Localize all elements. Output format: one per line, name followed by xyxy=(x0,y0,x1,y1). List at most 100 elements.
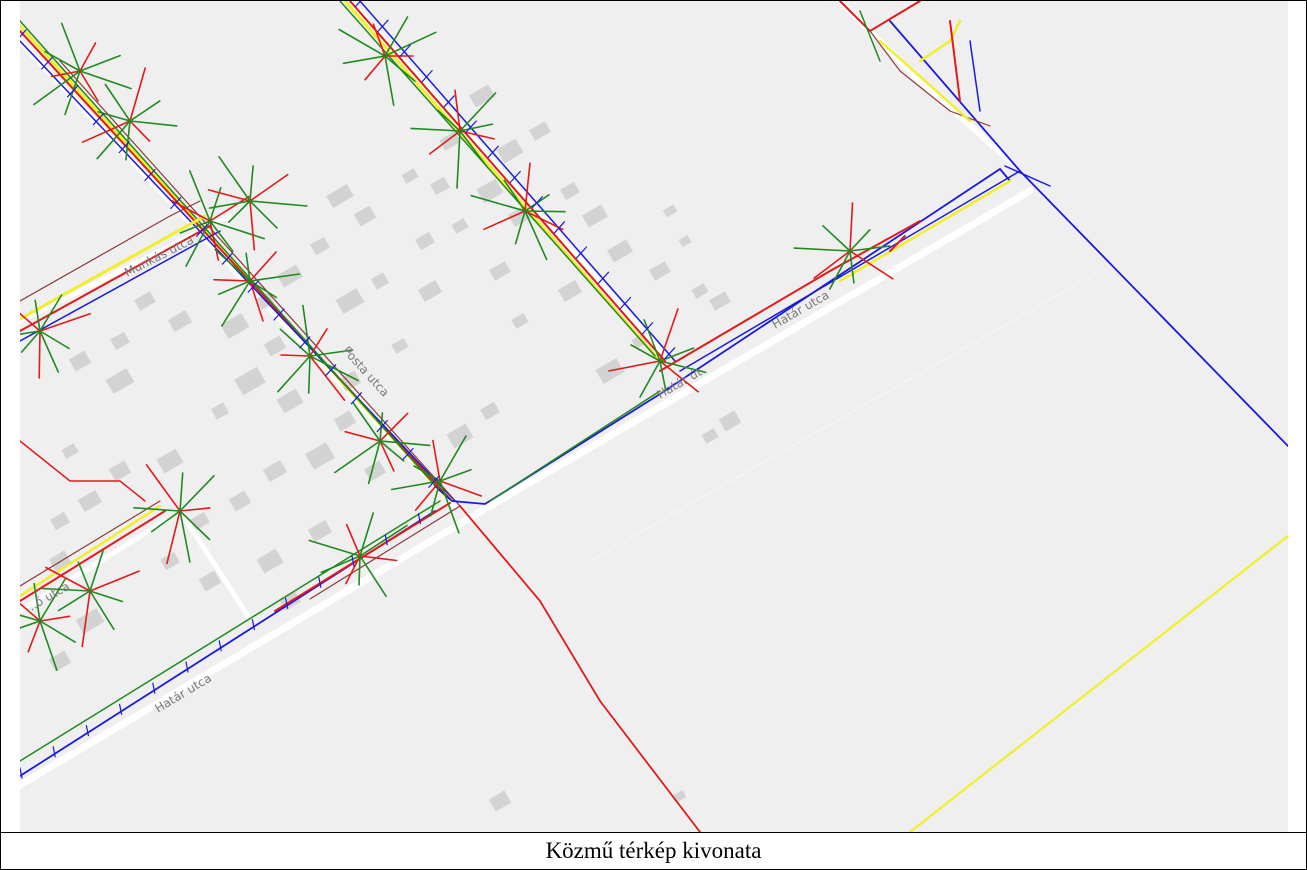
service-connection xyxy=(829,250,851,290)
gas-line xyxy=(878,39,972,123)
service-connection xyxy=(659,360,667,392)
service-connection xyxy=(150,510,181,533)
service-connection xyxy=(470,194,526,212)
service-connection xyxy=(50,70,81,78)
tick xyxy=(92,113,104,126)
service-connection xyxy=(217,280,251,296)
service-connection xyxy=(81,590,91,648)
service-connection xyxy=(428,130,461,155)
tick xyxy=(221,252,233,265)
building xyxy=(134,291,156,311)
service-connection xyxy=(79,70,132,90)
utility-map[interactable]: Munkás utca Posta utca Határ utca Határ … xyxy=(20,1,1288,832)
building xyxy=(557,279,583,303)
building xyxy=(417,279,443,303)
water-line xyxy=(20,230,221,342)
service-connection xyxy=(410,127,461,132)
service-connection xyxy=(79,54,121,72)
building xyxy=(606,239,634,263)
tick xyxy=(67,85,79,98)
service-connection xyxy=(171,200,211,222)
service-connection xyxy=(228,200,251,223)
building xyxy=(167,309,193,333)
service-connection xyxy=(320,555,361,574)
service-connection xyxy=(213,278,251,282)
service-connection xyxy=(209,220,265,240)
service-connection xyxy=(429,480,441,517)
service-connection xyxy=(129,67,146,122)
service-connection xyxy=(849,202,854,252)
building xyxy=(430,176,450,196)
building xyxy=(415,231,435,251)
building xyxy=(48,550,72,572)
building xyxy=(701,428,719,444)
service-connection xyxy=(432,439,441,482)
building xyxy=(263,335,287,357)
service-connection xyxy=(342,55,386,65)
service-connection xyxy=(20,602,41,622)
sewer-line xyxy=(20,500,161,587)
tick xyxy=(417,513,421,525)
service-connection xyxy=(79,42,97,72)
service-connection xyxy=(245,252,251,282)
service-connection xyxy=(309,355,359,382)
faint-field-path xyxy=(589,270,1101,562)
service-connection xyxy=(207,189,251,202)
service-connection xyxy=(439,480,460,534)
sewer-line xyxy=(20,200,201,302)
building xyxy=(156,448,184,474)
gas-line xyxy=(918,19,962,63)
service-connection xyxy=(45,566,91,592)
service-connection xyxy=(39,578,66,622)
sewer-line xyxy=(59,60,461,507)
building xyxy=(48,650,72,672)
gas-line xyxy=(908,534,1288,832)
tick xyxy=(325,364,337,377)
building xyxy=(108,460,132,482)
service-connection xyxy=(359,512,374,557)
building xyxy=(439,131,461,151)
figure-caption: Közmű térkép kivonata xyxy=(545,838,762,863)
building xyxy=(691,283,709,299)
building xyxy=(110,331,130,351)
service-connection xyxy=(221,280,251,327)
service-connection xyxy=(309,355,346,401)
electric-line xyxy=(20,225,211,332)
service-connection xyxy=(277,355,311,393)
electric-line xyxy=(20,510,166,602)
tick xyxy=(597,271,610,284)
service-connection xyxy=(384,31,437,57)
service-connection xyxy=(439,468,472,482)
map-cell: Munkás utca Posta utca Határ utca Határ … xyxy=(1,1,1306,833)
building xyxy=(307,519,333,543)
service-connection xyxy=(41,587,91,592)
tick xyxy=(509,170,521,183)
tick xyxy=(465,120,477,133)
building xyxy=(709,291,731,311)
service-connection xyxy=(439,435,467,482)
building xyxy=(468,84,496,108)
service-connection xyxy=(359,555,398,562)
service-connection xyxy=(33,582,41,622)
electric-line xyxy=(949,20,961,102)
service-connection xyxy=(483,210,526,231)
water-line xyxy=(359,1,676,362)
building xyxy=(488,790,512,812)
building xyxy=(511,313,529,329)
tick xyxy=(318,576,322,588)
building xyxy=(489,261,511,281)
gas-line xyxy=(20,504,162,598)
service-connection xyxy=(20,330,41,353)
service-connection xyxy=(384,55,416,82)
service-connection xyxy=(309,349,354,357)
tick xyxy=(402,447,414,461)
tick xyxy=(52,746,56,758)
service-connection xyxy=(39,620,76,643)
utility-map-canvas: Munkás utca Posta utca Határ utca Határ … xyxy=(20,1,1288,832)
service-connection xyxy=(39,312,91,332)
electric-line xyxy=(459,505,701,832)
service-connection xyxy=(33,70,81,106)
tick xyxy=(399,44,411,57)
service-connection xyxy=(459,130,495,140)
tick xyxy=(170,196,182,209)
